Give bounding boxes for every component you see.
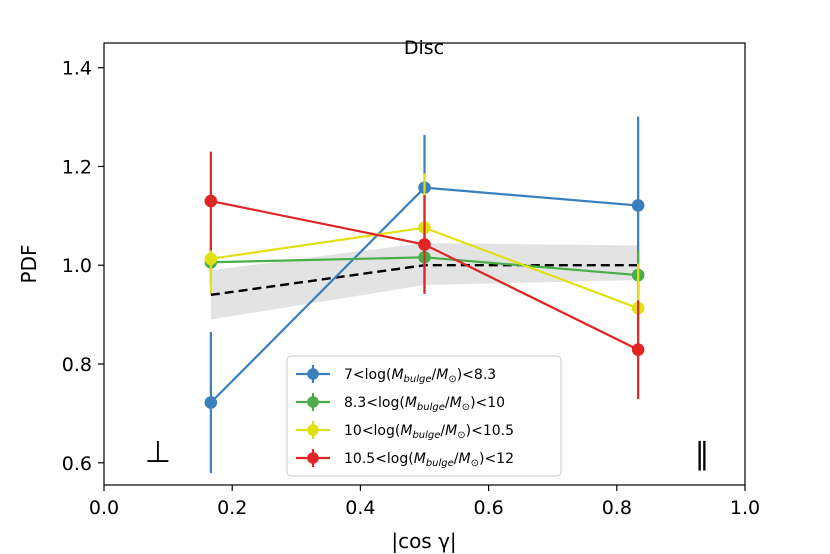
legend-label-part: bulge [404, 374, 432, 385]
y-tick-label: 1.4 [62, 58, 92, 80]
legend-label-part: M [459, 451, 471, 467]
legend-label-part: M [391, 367, 403, 383]
legend-marker [307, 452, 319, 464]
legend-entry: 10.5<log(Mbulge/M⊙)<12 [296, 449, 514, 469]
legend-label-part: M [445, 423, 457, 439]
x-tick-label: 1.0 [730, 497, 760, 519]
legend-label-part: M [405, 395, 417, 411]
x-tick-label: 0.4 [345, 497, 375, 519]
y-tick-label: 0.8 [62, 354, 92, 376]
legend-entry: 7<log(Mbulge/M⊙)<8.3 [296, 365, 496, 385]
parallel-symbol: ∥ [695, 437, 710, 472]
data-point [204, 252, 218, 266]
x-tick-label: 0.2 [217, 497, 247, 519]
y-tick-label: 1.2 [62, 156, 92, 178]
data-point [204, 396, 218, 409]
legend-label-part: / [440, 423, 445, 439]
legend-label-part: )<12 [479, 451, 514, 467]
legend-entry: 8.3<log(Mbulge/M⊙)<10 [296, 393, 505, 413]
legend-label: 10<log(Mbulge/M⊙)<10.5 [344, 423, 514, 441]
legend-marker [307, 424, 319, 436]
legend-entry: 10<log(Mbulge/M⊙)<10.5 [296, 421, 514, 441]
x-axis: 0.0 0.2 0.4 0.6 0.8 1.0 [89, 485, 760, 519]
legend-label-part: M [414, 451, 426, 467]
legend-label: 7<log(Mbulge/M⊙)<8.3 [344, 367, 496, 385]
y-tick-label: 0.6 [62, 453, 92, 475]
legend-label-part: ⊙ [448, 374, 456, 385]
legend-label-part: / [454, 451, 459, 467]
y-tick-label: 1.0 [62, 255, 92, 277]
legend-label-part: bulge [417, 402, 445, 413]
y-axis-label: PDF [17, 245, 41, 284]
legend-label-part: ⊙ [471, 458, 479, 469]
x-tick-label: 0.0 [89, 497, 119, 519]
data-point [631, 343, 645, 356]
legend-label-part: 10.5<log( [344, 451, 414, 467]
legend-label-part: )<10 [470, 395, 505, 411]
y-axis: 0.6 0.8 1.0 1.2 1.4 [62, 58, 104, 475]
x-tick-label: 0.8 [602, 497, 632, 519]
chart-title: Disc [404, 37, 444, 59]
legend-label-part: ⊙ [462, 402, 470, 413]
legend-label-part: / [432, 367, 437, 383]
legend-label-part: 8.3<log( [344, 395, 405, 411]
legend-label: 10.5<log(Mbulge/M⊙)<12 [344, 451, 514, 469]
legend: 7<log(Mbulge/M⊙)<8.38.3<log(Mbulge/M⊙)<1… [286, 355, 562, 477]
x-tick-label: 0.6 [473, 497, 503, 519]
data-point [631, 199, 645, 212]
legend-label-part: )<10.5 [466, 423, 514, 439]
x-axis-label: |cos γ| [391, 529, 456, 553]
legend-label-part: bulge [412, 430, 440, 441]
legend-label: 8.3<log(Mbulge/M⊙)<10 [344, 395, 505, 413]
legend-label-part: bulge [426, 458, 454, 469]
legend-box [286, 355, 562, 477]
series-4 [204, 151, 645, 400]
legend-label-part: M [436, 367, 448, 383]
perpendicular-symbol: ⊥ [145, 435, 171, 470]
legend-label-part: M [450, 395, 462, 411]
legend-marker [307, 396, 319, 408]
legend-label-part: )<8.3 [457, 367, 496, 383]
legend-label-part: 7<log( [344, 367, 391, 383]
data-point [418, 238, 431, 251]
legend-label-part: / [445, 395, 450, 411]
data-point [204, 194, 218, 208]
plot-frame [103, 42, 746, 486]
legend-marker [307, 368, 319, 380]
legend-label-part: 10<log( [344, 423, 400, 439]
series-group [204, 116, 645, 474]
legend-label-part: M [400, 423, 412, 439]
legend-label-part: ⊙ [457, 430, 465, 441]
